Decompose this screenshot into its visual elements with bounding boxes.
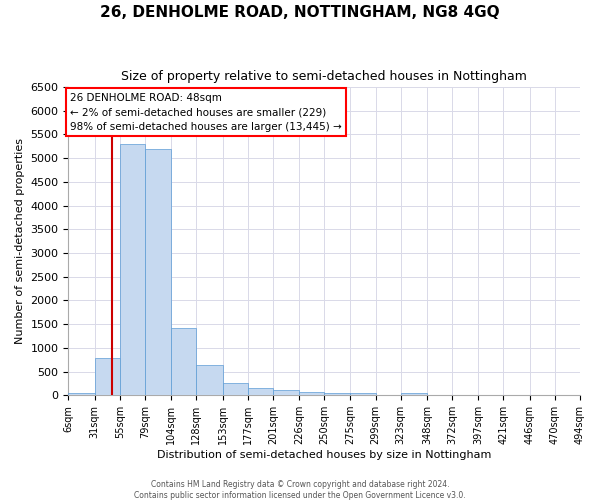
Bar <box>223 383 248 395</box>
Bar <box>273 390 299 395</box>
Y-axis label: Number of semi-detached properties: Number of semi-detached properties <box>15 138 25 344</box>
Bar <box>299 392 324 395</box>
X-axis label: Distribution of semi-detached houses by size in Nottingham: Distribution of semi-detached houses by … <box>157 450 491 460</box>
Title: Size of property relative to semi-detached houses in Nottingham: Size of property relative to semi-detach… <box>121 70 527 83</box>
Bar <box>248 388 273 395</box>
Text: 26, DENHOLME ROAD, NOTTINGHAM, NG8 4GQ: 26, DENHOLME ROAD, NOTTINGHAM, NG8 4GQ <box>100 5 500 20</box>
Bar <box>171 328 196 395</box>
Bar <box>350 394 376 395</box>
Bar <box>401 392 427 395</box>
Bar <box>196 366 223 395</box>
Bar <box>68 393 95 395</box>
Bar <box>145 148 171 395</box>
Bar <box>324 393 350 395</box>
Text: 26 DENHOLME ROAD: 48sqm
← 2% of semi-detached houses are smaller (229)
98% of se: 26 DENHOLME ROAD: 48sqm ← 2% of semi-det… <box>70 92 342 132</box>
Bar <box>95 358 120 395</box>
Bar <box>120 144 145 395</box>
Text: Contains HM Land Registry data © Crown copyright and database right 2024.
Contai: Contains HM Land Registry data © Crown c… <box>134 480 466 500</box>
